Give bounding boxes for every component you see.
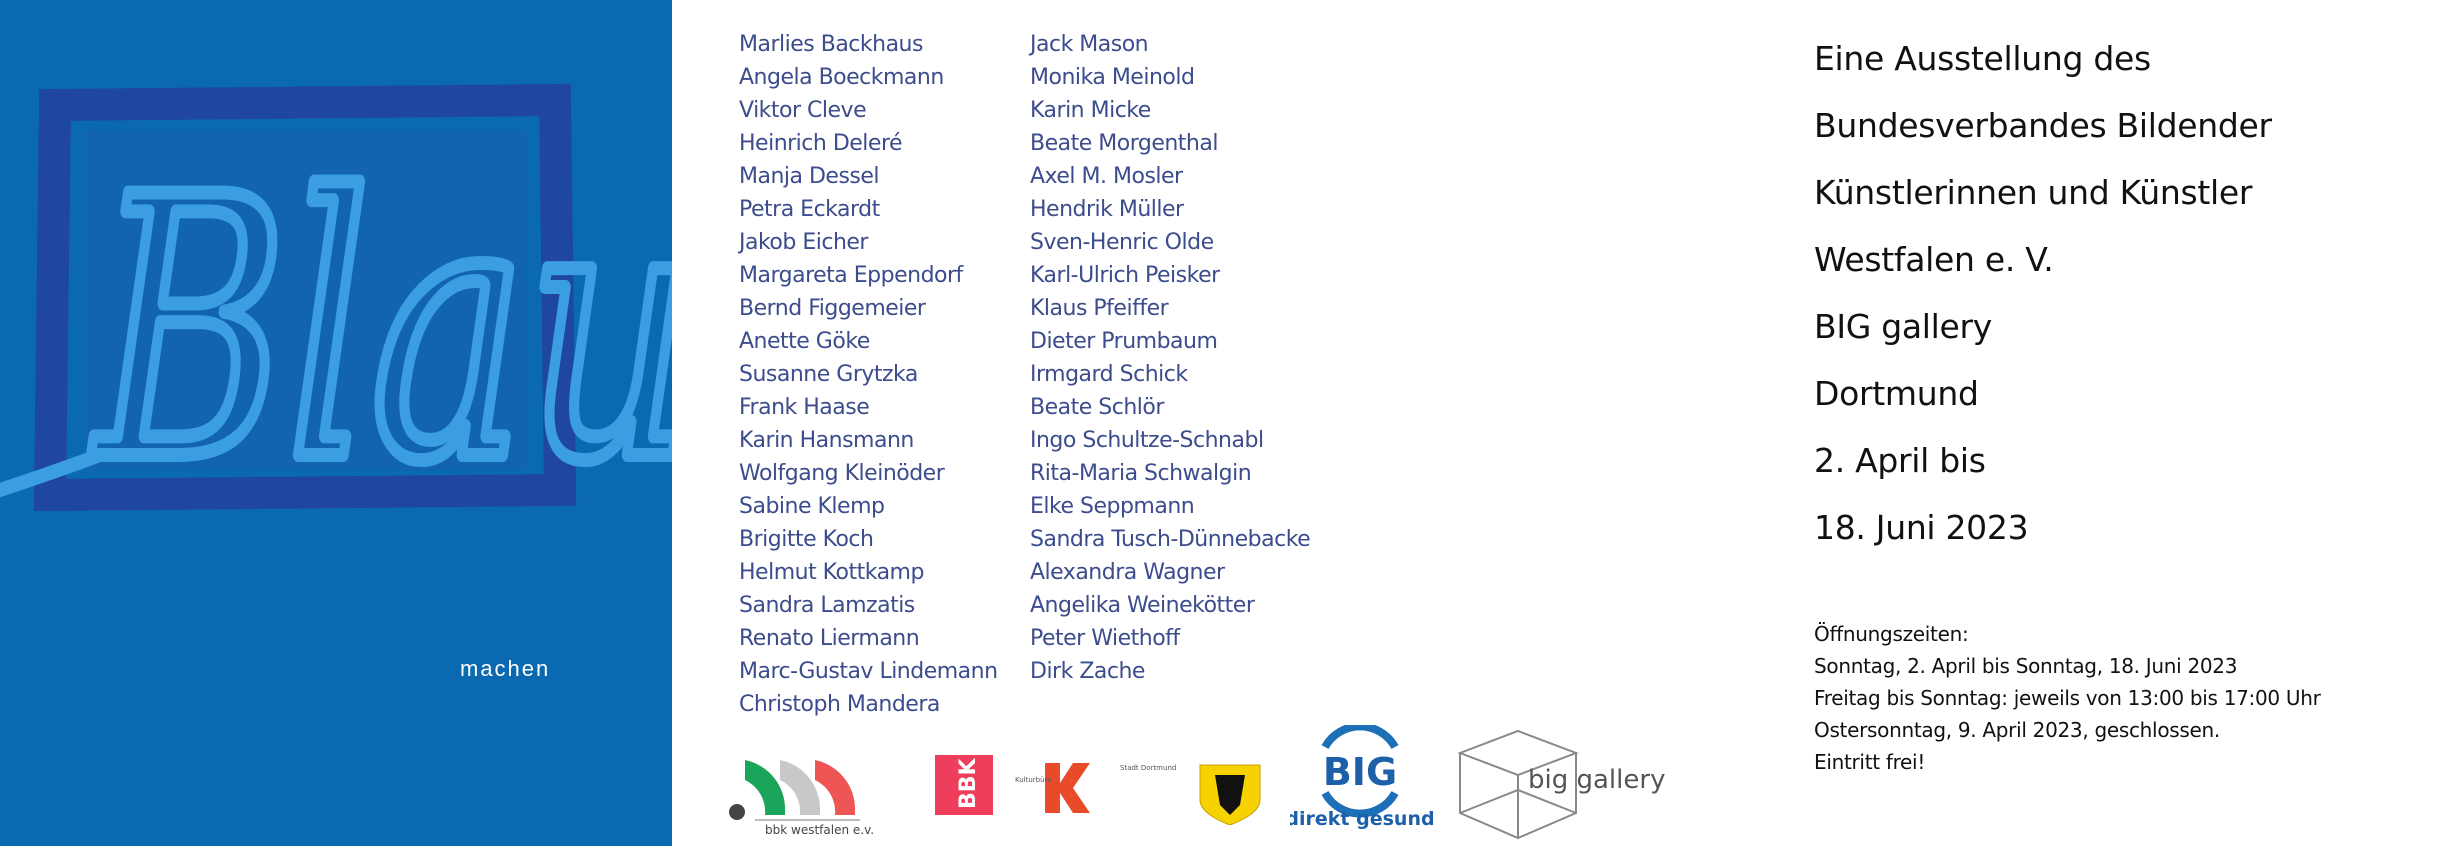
artist-name: Rita-Maria Schwalgin [1030,461,1252,486]
artist-name: Karin Hansmann [739,428,914,453]
artist-name: Sandra Tusch-Dünnebacke [1030,527,1311,552]
bbk-logo-text: BBK [956,757,981,809]
bbk-logo: BBK [935,755,993,815]
hours-line: Ostersonntag, 9. April 2023, geschlossen… [1814,718,2220,742]
stadt-dortmund-logo: Stadt Dortmund [1120,764,1261,825]
artist-name: Peter Wiethoff [1030,626,1180,651]
artist-name: Dieter Prumbaum [1030,329,1218,354]
artist-name: Viktor Cleve [739,98,867,123]
artist-name: Angelika Weinekötter [1030,593,1255,618]
artist-name: Karin Micke [1030,98,1151,123]
stadt-dortmund-logo-text: Stadt Dortmund [1120,764,1176,772]
artist-name: Marc-Gustav Lindemann [739,659,998,684]
artist-name: Irmgard Schick [1030,362,1188,387]
hours-line: Öffnungszeiten: [1814,622,1969,646]
artist-name: Marlies Backhaus [739,32,923,57]
artist-name: Bernd Figgemeier [739,296,926,321]
artist-list-column-2: Jack Mason Monika Meinold Karin Micke Beate… [1030,28,1311,688]
artist-name: Margareta Eppendorf [739,263,963,288]
artist-name: Beate Schlör [1030,395,1164,420]
artist-name: Manja Dessel [739,164,880,189]
artist-name: Karl-Ulrich Peisker [1030,263,1220,288]
artist-name: Brigitte Koch [739,527,874,552]
artist-name: Dirk Zache [1030,659,1145,684]
info-line: 18. Juni 2023 [1814,508,2029,547]
artist-name: Angela Boeckmann [739,65,944,90]
artist-name: Wolfgang Kleinöder [739,461,945,486]
bbk-westfalen-logo-text: bbk westfalen e.v. [765,823,874,837]
artist-name: Renato Liermann [739,626,920,651]
eagle-icon [1215,775,1245,815]
info-line: Westfalen e. V. [1814,240,2054,279]
info-line: Eine Ausstellung des [1814,39,2151,78]
artist-name: Axel M. Mosler [1030,164,1183,189]
hours-line: Eintritt frei! [1814,750,1926,774]
big-gallery-logo: big gallery [1458,729,1665,840]
artist-name: Susanne Grytzka [739,362,918,387]
kulturbuero-logo: Kulturbüro [1015,763,1090,813]
artist-name: Anette Göke [739,329,870,354]
hours-line: Sonntag, 2. April bis Sonntag, 18. Juni … [1814,654,2238,678]
blau-lettering-art: Blau [0,83,672,547]
artist-name: Petra Eckardt [739,197,880,222]
big-logo-text: BIG [1323,750,1397,794]
big-direkt-gesund-logo: BIG direkt gesund [1290,725,1435,830]
info-line: BIG gallery [1814,307,1993,346]
artist-name: Christoph Mandera [739,692,940,717]
kulturbuero-logo-text: Kulturbüro [1015,776,1052,784]
info-line: Künstlerinnen und Künstler [1814,173,2253,212]
artist-name: Sandra Lamzatis [739,593,915,618]
artist-name: Beate Morgenthal [1030,131,1218,156]
artist-name: Ingo Schultze-Schnabl [1030,428,1264,453]
artist-name: Monika Meinold [1030,65,1195,90]
cover-title: Blau [91,121,672,540]
artist-name: Helmut Kottkamp [739,560,924,585]
info-line: 2. April bis [1814,441,1986,480]
artist-name: Frank Haase [739,395,870,420]
cover-artwork: Blau machen [0,0,672,846]
artist-name: Heinrich Deleré [739,131,903,156]
artist-name: Sven-Henric Olde [1030,230,1214,255]
artist-name: Jakob Eicher [739,230,868,255]
big-gallery-logo-text: big gallery [1528,765,1665,795]
exhibition-info: Eine Ausstellung des Bundesverbandes Bild… [1814,25,2272,561]
artist-name: Sabine Klemp [739,494,885,519]
cover-subtitle: machen [460,656,551,681]
artist-name: Elke Seppmann [1030,494,1195,519]
artist-name: Jack Mason [1030,32,1149,57]
big-tagline: direkt gesund [1290,808,1435,830]
artist-name: Alexandra Wagner [1030,560,1225,585]
bbk-westfalen-logo: bbk westfalen e.v. [729,760,874,837]
artist-list-column-1: Marlies Backhaus Angela Boeckmann Viktor C… [739,28,998,721]
info-line: Bundesverbandes Bildender [1814,106,2272,145]
artist-name: Hendrik Müller [1030,197,1184,222]
cube-icon [1458,729,1579,840]
artist-name: Klaus Pfeiffer [1030,296,1169,321]
opening-hours: Öffnungszeiten: Sonntag, 2. April bis Son… [1814,618,2321,778]
info-line: Dortmund [1814,374,1979,413]
hours-line: Freitag bis Sonntag: jeweils von 13:00 b… [1814,686,2321,710]
